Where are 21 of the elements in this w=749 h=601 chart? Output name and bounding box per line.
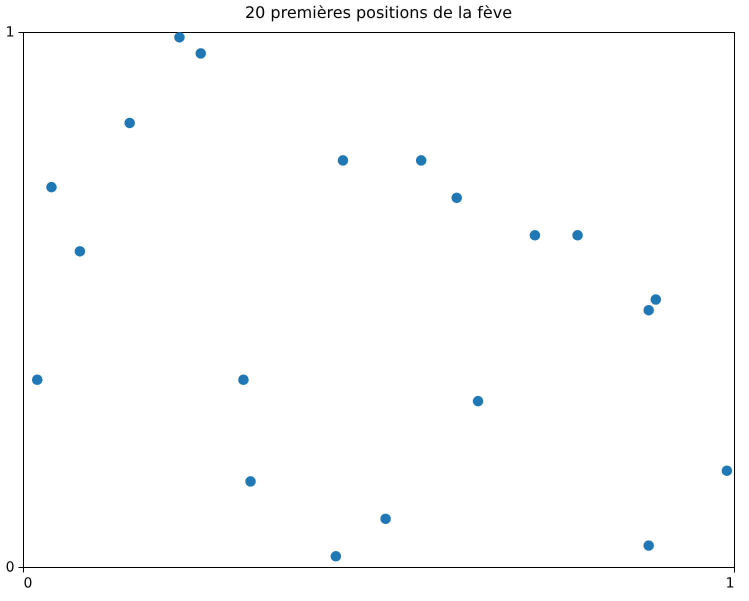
- point: [722, 465, 732, 476]
- point: [74, 246, 86, 257]
- chart-title: 20 premières positions de la fève: [244, 3, 512, 22]
- point: [124, 118, 135, 128]
- point: [330, 551, 342, 562]
- point: [380, 514, 391, 524]
- point: [472, 396, 484, 406]
- point: [245, 476, 256, 487]
- point: [572, 230, 583, 241]
- point: [451, 192, 462, 204]
- point: [196, 48, 206, 59]
- point: [643, 304, 654, 316]
- point: [32, 374, 42, 385]
- point: [530, 230, 540, 241]
- point: [643, 540, 654, 551]
- point: [338, 155, 348, 166]
- point: [238, 374, 249, 385]
- point: [650, 294, 662, 305]
- point: [416, 155, 426, 166]
- point: [46, 182, 57, 192]
- point: [174, 32, 185, 43]
